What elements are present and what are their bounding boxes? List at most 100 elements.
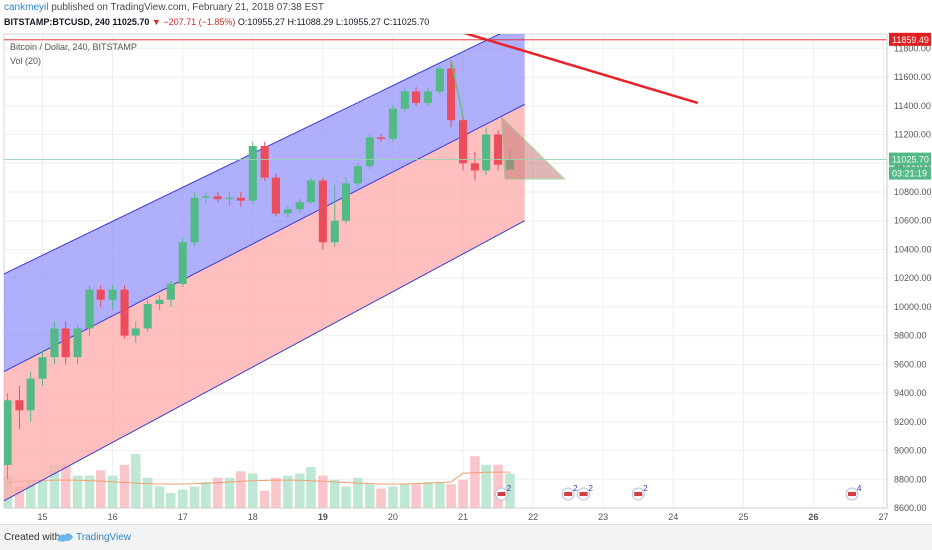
x-tick-label: 27 (878, 512, 888, 522)
volume-bar (423, 482, 433, 508)
y-tick-label: 11600.00 (894, 72, 931, 82)
candle-body (458, 120, 468, 164)
volume-bar (142, 477, 153, 508)
x-tick-label: 17 (178, 512, 188, 522)
y-tick-label: 10400.00 (894, 244, 932, 254)
volume-bar (72, 475, 83, 508)
volume-bar (259, 490, 270, 508)
candle-body (470, 163, 479, 171)
y-tick-label: 9800.00 (894, 331, 927, 341)
candle-body (73, 328, 82, 358)
volume-bar (493, 464, 503, 508)
countdown-tag-bg (889, 166, 931, 180)
volume-bar (481, 464, 491, 508)
volume-bar (446, 484, 456, 508)
price-tags: 11859.49 11025.70 03:21:19 (889, 32, 931, 180)
volume-bar (119, 464, 130, 508)
candle-body (131, 328, 140, 336)
volume-bar (365, 484, 375, 508)
event-badge-count: 2 (573, 484, 578, 493)
candle-body (4, 400, 12, 465)
volume-bar (470, 456, 480, 508)
volume-bar (306, 466, 316, 508)
candle-body (61, 328, 70, 358)
y-tick-label: 10200.00 (894, 273, 932, 283)
created-with-text: Created with (4, 532, 61, 543)
candle-body (435, 68, 444, 92)
y-tick-label: 10000.00 (894, 302, 932, 312)
symbol-info: BITSTAMP:BTCUSD, 240 11025.70 ▼ −207.71 … (4, 17, 429, 27)
volume-bar (318, 475, 328, 508)
event-badge-count: 2 (589, 484, 594, 493)
candle-body (190, 197, 199, 243)
volume-bar (330, 479, 340, 508)
publish-info: cankmeyil published on TradingView.com, … (4, 2, 324, 13)
candle-body (423, 91, 433, 103)
volume-bar (283, 475, 293, 508)
candle-body (50, 328, 59, 358)
volume-ma-line (7, 471, 510, 485)
us-flag-stripe (564, 492, 573, 496)
candle-body (341, 183, 351, 221)
volume-bar (248, 473, 258, 508)
volume-bar (166, 492, 176, 508)
candle-body (283, 209, 292, 214)
volume-bar (435, 482, 445, 508)
volume-bar (49, 464, 60, 508)
y-tick-label: 8600.00 (894, 503, 927, 513)
tradingview-link[interactable]: TradingView (76, 532, 132, 543)
us-flag-stripe (497, 492, 506, 496)
drawings (4, 34, 887, 180)
volume-bar (212, 477, 223, 508)
candle-body (260, 146, 269, 178)
triangle-leg (450, 59, 464, 118)
last-price-tag: 11025.70 (892, 155, 929, 165)
volume-bar (376, 488, 386, 508)
candle-body (248, 146, 257, 201)
x-tick-label: 21 (458, 512, 468, 522)
event-badge-count: 2 (643, 484, 648, 493)
volume-bar (95, 470, 106, 508)
volume-bar (341, 486, 351, 508)
x-tick-label: 24 (668, 512, 678, 522)
volume-bar (14, 486, 25, 508)
candle-body (318, 180, 327, 243)
candle-body (85, 289, 94, 329)
x-tick-label: 26 (808, 512, 818, 522)
channel-lower-line (4, 220, 525, 502)
candle-body (365, 137, 374, 167)
candle-body (155, 299, 164, 305)
volume-bar (224, 477, 235, 508)
y-tick-label: 10600.00 (894, 216, 932, 226)
last-price-tag-bg (889, 152, 931, 166)
tradingview-logo-icon (57, 533, 73, 542)
volume-label: Vol (20) (10, 56, 42, 66)
triangle-pattern (500, 115, 567, 180)
candle-body (388, 108, 397, 139)
downtrend-line (463, 34, 699, 105)
author-name[interactable]: cankmeyil (4, 2, 49, 13)
volume-bar (411, 484, 421, 508)
x-tick-label: 15 (38, 512, 48, 522)
volume-bar (60, 464, 71, 508)
candles (4, 59, 515, 480)
volume-bars (4, 454, 515, 508)
candle-body (400, 91, 409, 109)
countdown-tag: 03:21:19 (892, 169, 927, 179)
publish-text: published on TradingView.com, February 2… (51, 2, 325, 13)
volume-bar (25, 481, 36, 508)
candle-body (376, 137, 386, 139)
volume-bar (189, 486, 200, 508)
price-change: ▼ −207.71 (−1.85%) (151, 17, 236, 27)
volume-bar (37, 481, 48, 508)
volume-bar (505, 473, 515, 508)
resistance-tag-bg (889, 32, 931, 46)
series-label: Bitcoin / Dollar, 240, BITSTAMP (10, 42, 137, 52)
candle-body (225, 197, 234, 200)
candle-body (26, 378, 35, 411)
candle-body (353, 166, 362, 184)
channel-lower-fill (4, 104, 525, 501)
volume-bar (154, 486, 165, 508)
volume-bar (271, 477, 281, 508)
